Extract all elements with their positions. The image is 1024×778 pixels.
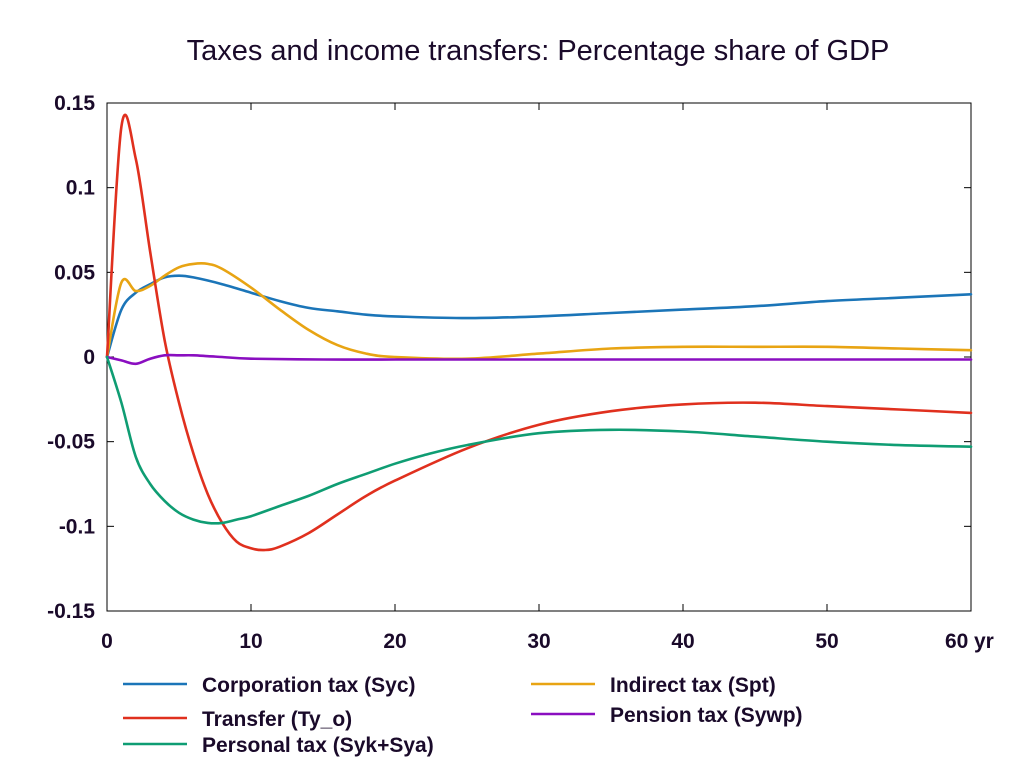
legend-label: Personal tax (Syk+Sya) xyxy=(202,734,434,757)
x-tick-label: 30 xyxy=(527,630,550,653)
legend: Corporation tax (Syc) Indirect tax (Spt) T… xyxy=(123,674,803,757)
legend-label: Corporation tax (Syc) xyxy=(202,674,416,697)
x-tick-label: 40 xyxy=(671,630,694,653)
series-line-pension-tax-sywp xyxy=(105,353,973,366)
y-tick-label: 0.15 xyxy=(54,92,95,115)
y-tick-label: -0.05 xyxy=(47,431,95,454)
legend-label: Transfer (Ty_o) xyxy=(202,708,352,731)
series-line-corporation-tax-syc xyxy=(105,274,973,359)
y-tick-label: 0.05 xyxy=(54,261,95,284)
series-line-transfer-ty-o xyxy=(105,113,973,552)
y-axis: 0.15 0.1 0.05 0 -0.05 -0.1 -0.15 xyxy=(47,92,971,623)
x-tick-label: 60 xyxy=(945,630,968,653)
y-tick-label: 0.1 xyxy=(66,177,96,200)
x-tick-label: 20 xyxy=(383,630,406,653)
legend-label: Indirect tax (Spt) xyxy=(610,674,776,697)
series-line-personal-tax-syk-sya xyxy=(105,355,973,525)
series-line-indirect-tax-spt xyxy=(105,262,973,361)
series-lines xyxy=(105,113,973,552)
y-tick-label: 0 xyxy=(83,346,95,369)
x-axis: 0 10 20 30 40 50 60 yr xyxy=(101,103,994,653)
x-tick-label: 10 xyxy=(239,630,262,653)
x-unit-label: yr xyxy=(974,630,994,653)
x-tick-label: 0 xyxy=(101,630,113,653)
y-tick-label: -0.15 xyxy=(47,600,95,623)
y-tick-label: -0.1 xyxy=(59,515,96,538)
legend-label: Pension tax (Sywp) xyxy=(610,704,803,727)
x-tick-label: 50 xyxy=(815,630,838,653)
chart-title: Taxes and income transfers: Percentage s… xyxy=(187,35,890,67)
